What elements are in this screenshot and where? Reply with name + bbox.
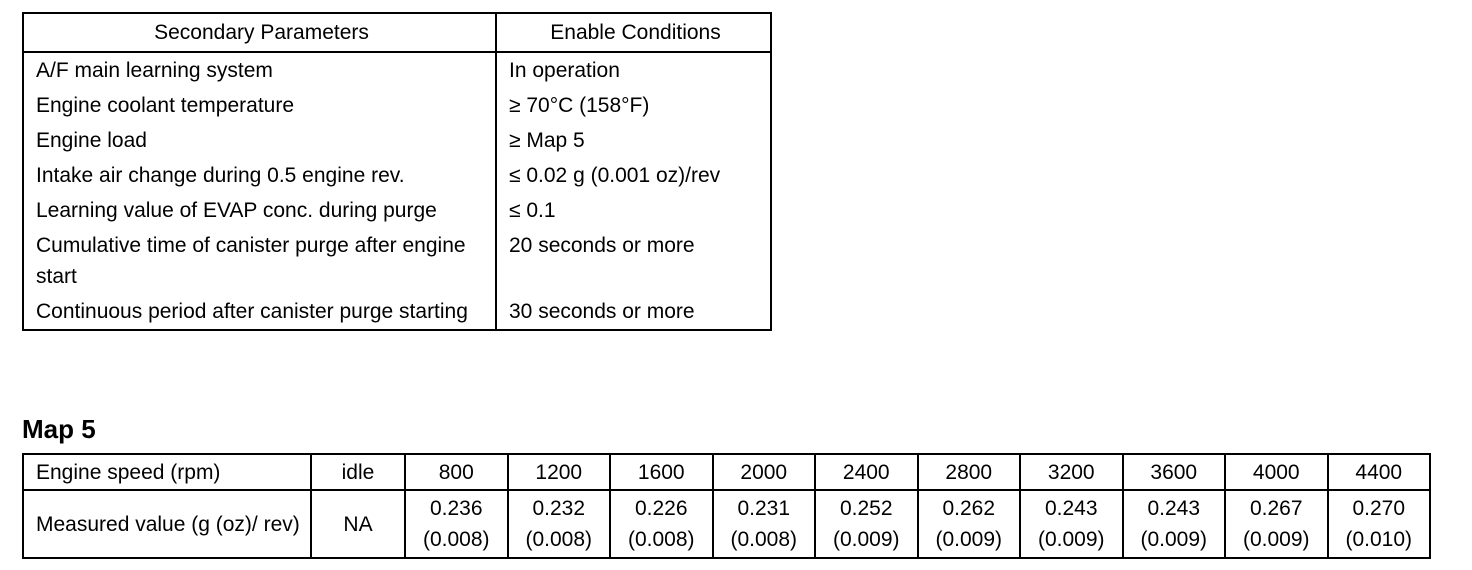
value-cell: 0.236 (0.008) — [404, 489, 509, 559]
table-cell: 30 seconds or more — [495, 294, 771, 330]
table-body: A/F main learning system In operation Engi… — [22, 52, 771, 330]
value-oz: (0.009) — [1140, 528, 1208, 551]
speed-cell: 3600 — [1121, 453, 1226, 491]
value-g: 0.262 — [942, 497, 996, 520]
table-cell: In operation — [495, 52, 771, 88]
value-g: 0.267 — [1249, 497, 1303, 520]
value-oz: (0.009) — [1242, 528, 1310, 551]
table-row: A/F main learning system In operation — [22, 52, 771, 88]
table-row: Continuous period after canister purge s… — [22, 294, 771, 330]
value-cell: 0.226 (0.008) — [609, 489, 714, 559]
value-g: NA — [343, 512, 373, 536]
value-cell: 0.252 (0.009) — [814, 489, 919, 559]
value-oz: (0.008) — [627, 528, 695, 551]
value-g: 0.231 — [737, 497, 791, 520]
table-cell: ≤ 0.1 — [495, 193, 771, 228]
value-cell: 0.232 (0.008) — [506, 489, 611, 559]
value-cell: 0.243 (0.009) — [1121, 489, 1226, 559]
row-label: Engine speed (rpm) — [22, 453, 312, 491]
table-cell: Learning value of EVAP conc. during purg… — [22, 193, 496, 228]
header-cell: Secondary Parameters — [22, 13, 496, 53]
map-title: Map 5 — [22, 414, 96, 444]
value-oz: (0.009) — [935, 528, 1003, 551]
value-cell: NA — [310, 489, 406, 559]
value-g: 0.252 — [839, 497, 893, 520]
value-oz: (0.010) — [1345, 528, 1413, 551]
speed-cell: 2000 — [711, 453, 816, 491]
value-oz: (0.008) — [525, 528, 593, 551]
measured-row: Measured value (g (oz)/ rev) NA 0.236 (0.0… — [22, 489, 1431, 559]
table-cell: Engine coolant temperature — [22, 88, 496, 123]
table-cell: A/F main learning system — [22, 52, 496, 88]
speed-cell: 1600 — [609, 453, 714, 491]
speed-row: Engine speed (rpm) idle 800 1200 1600 2000 24… — [22, 453, 1431, 491]
value-oz: (0.009) — [1037, 528, 1105, 551]
value-cell: 0.243 (0.009) — [1019, 489, 1124, 559]
speed-cell: idle — [310, 453, 406, 491]
speed-cell: 3200 — [1019, 453, 1124, 491]
table-cell: 20 seconds or more — [495, 228, 771, 294]
table-row: Intake air change during 0.5 engine rev.… — [22, 158, 771, 193]
speed-cell: 4400 — [1326, 453, 1431, 491]
value-cell: 0.231 (0.008) — [711, 489, 816, 559]
table-row: Learning value of EVAP conc. during purg… — [22, 193, 771, 228]
header-cell: Enable Conditions — [495, 13, 771, 53]
table-row: Cumulative time of canister purge after … — [22, 228, 771, 294]
value-oz: (0.008) — [422, 528, 490, 551]
speed-cell: 4000 — [1224, 453, 1329, 491]
value-cell: 0.267 (0.009) — [1224, 489, 1329, 559]
value-g: 0.243 — [1147, 497, 1201, 520]
value-cell: 0.262 (0.009) — [916, 489, 1021, 559]
speed-cell: 2400 — [814, 453, 919, 491]
speed-cell: 800 — [404, 453, 509, 491]
value-g: 0.236 — [429, 497, 483, 520]
table-cell: ≥ Map 5 — [495, 123, 771, 158]
table-cell: ≤ 0.02 g (0.001 oz)/rev — [495, 158, 771, 193]
table-row: Engine load ≥ Map 5 — [22, 123, 771, 158]
table-cell: Engine load — [22, 123, 496, 158]
table-row: Engine coolant temperature ≥ 70°C (158°F) — [22, 88, 771, 123]
speed-cell: 2800 — [916, 453, 1021, 491]
value-cell: 0.270 (0.010) — [1326, 489, 1431, 559]
table-cell: Intake air change during 0.5 engine rev. — [22, 158, 496, 193]
value-g: 0.270 — [1352, 497, 1406, 520]
value-g: 0.232 — [532, 497, 586, 520]
table-cell: Cumulative time of canister purge after … — [22, 228, 496, 294]
table-cell: Continuous period after canister purge s… — [22, 294, 496, 330]
value-g: 0.226 — [634, 497, 688, 520]
table-cell: ≥ 70°C (158°F) — [495, 88, 771, 123]
header-row: Secondary Parameters Enable Conditions — [22, 13, 771, 53]
map-table: Engine speed (rpm) idle 800 1200 1600 2000 24… — [22, 453, 1431, 559]
row-label: Measured value (g (oz)/ rev) — [22, 489, 312, 559]
value-g: 0.243 — [1044, 497, 1098, 520]
parameters-table: Secondary Parameters Enable Conditions A… — [22, 12, 772, 331]
speed-cell: 1200 — [506, 453, 611, 491]
value-oz: (0.008) — [730, 528, 798, 551]
value-oz: (0.009) — [832, 528, 900, 551]
